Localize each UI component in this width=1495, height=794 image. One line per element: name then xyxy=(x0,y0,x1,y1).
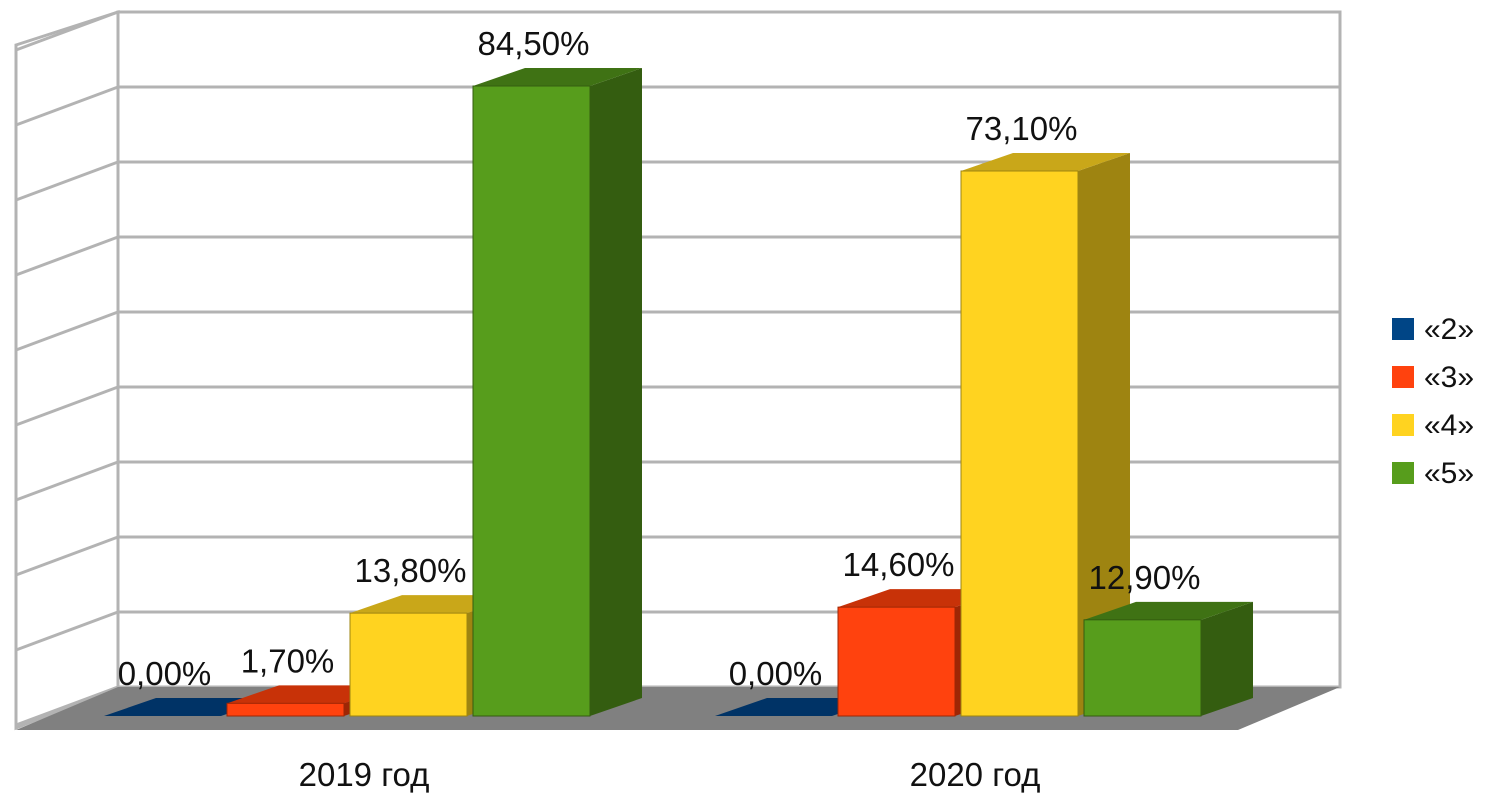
data-label: 1,70% xyxy=(241,642,335,679)
legend-swatch xyxy=(1392,366,1414,388)
legend-item: «5» xyxy=(1392,457,1474,490)
bar-side xyxy=(590,68,642,716)
legend-swatch xyxy=(1392,462,1414,484)
legend-swatch xyxy=(1392,318,1414,340)
data-label: 12,90% xyxy=(1089,559,1201,596)
legend-label: «3» xyxy=(1424,361,1474,394)
data-label: 0,00% xyxy=(118,655,212,692)
legend-label: «5» xyxy=(1424,457,1474,490)
data-label: 73,10% xyxy=(966,110,1078,147)
data-label: 13,80% xyxy=(355,552,467,589)
legend-swatch xyxy=(1392,414,1414,436)
legend-label: «2» xyxy=(1424,313,1474,346)
bar-front xyxy=(473,86,590,716)
bar-5-1 xyxy=(473,68,642,716)
category-labels: 2019 год 2020 год xyxy=(299,756,1041,793)
data-label: 84,50% xyxy=(478,25,590,62)
category-label: 2020 год xyxy=(910,756,1041,793)
legend: «2» «3» «4» «5» xyxy=(1392,313,1474,490)
bar-front xyxy=(961,171,1078,716)
legend-label: «4» xyxy=(1424,409,1474,442)
legend-item: «3» xyxy=(1392,361,1474,394)
category-label: 2019 год xyxy=(299,756,430,793)
bar-5-2 xyxy=(1084,602,1253,716)
bar-side xyxy=(1201,602,1253,716)
bar-front xyxy=(227,703,344,716)
data-label: 0,00% xyxy=(729,655,823,692)
bar-front xyxy=(838,607,955,716)
legend-item: «4» xyxy=(1392,409,1474,442)
legend-item: «2» xyxy=(1392,313,1474,346)
data-label: 14,60% xyxy=(843,546,955,583)
bar-front xyxy=(1084,620,1201,716)
bar-front xyxy=(350,613,467,716)
